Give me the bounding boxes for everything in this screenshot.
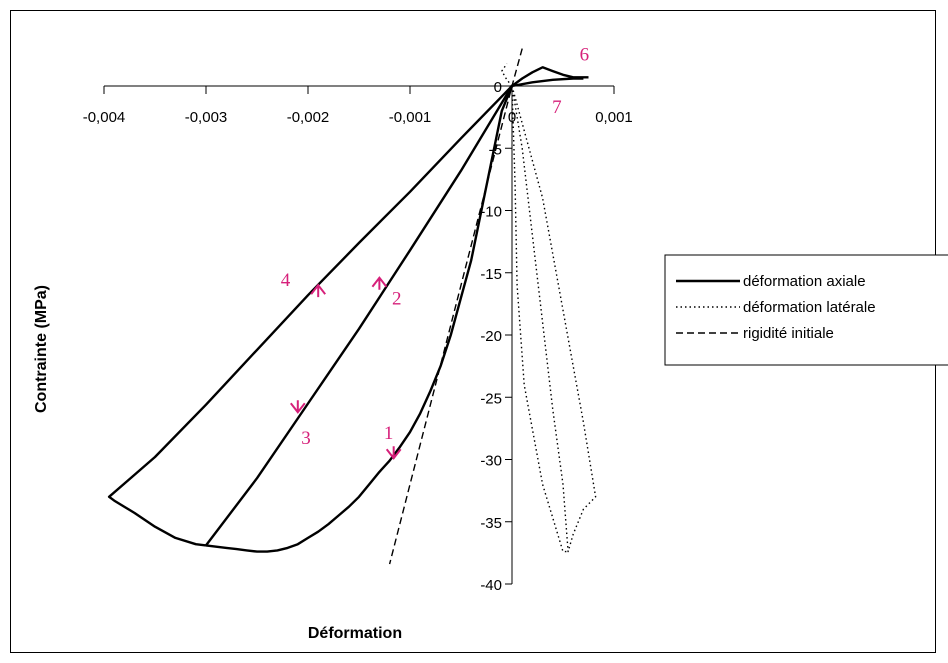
legend-label: déformation axiale [743,273,866,290]
y-tick-label: -25 [480,390,502,407]
axes: -0,004 -0,003 -0,002 -0,001 0 0,0010-5-10-15-… [83,79,633,594]
series-line [107,85,513,547]
x-tick-label: -0,003 [185,109,228,126]
annotation-label-1: 1 [384,423,394,444]
x-tick-label: 0,001 [595,109,633,126]
series-line [511,85,597,553]
direction-arrow-icon [290,400,306,414]
y-tick-label: -35 [480,515,502,532]
y-tick-label: -15 [480,266,502,283]
legend-label: rigidité initiale [743,325,834,342]
series-0 [107,66,589,553]
annotation-label-3: 3 [301,428,311,449]
series-line [511,85,569,553]
series-line [511,77,584,88]
series-line [388,48,523,565]
legend-box [664,254,948,366]
y-tick-label: -30 [480,453,502,470]
series-line [501,63,513,87]
direction-arrow-icon [385,446,402,460]
x-tick-label: -0,004 [83,109,126,126]
x-tick-label: 0 [508,109,516,126]
series-line [205,85,514,547]
annotation-label-6: 6 [580,45,590,66]
y-tick-label: 0 [494,79,502,96]
annotation-label-7: 7 [552,97,562,118]
annotations-layer: 1 2 3 4 6 7 [281,45,590,460]
x-axis-title: Déformation [308,625,402,642]
legend: déformation axiale déformation latérale ri… [664,254,948,366]
series-2 [388,48,523,565]
y-tick-label: -10 [480,204,502,221]
direction-arrow-icon [310,283,326,298]
direction-arrow-icon [371,276,388,290]
x-tick-label: -0,001 [389,109,432,126]
annotation-label-4: 4 [281,270,291,291]
y-axis-title: Contrainte (MPa) [33,285,50,413]
legend-label: déformation latérale [743,299,876,316]
y-tick-label: -20 [480,328,502,345]
y-tick-label: -40 [480,577,502,594]
series-1 [501,63,597,553]
series-line [205,85,514,553]
x-tick-label: -0,002 [287,109,330,126]
annotation-label-2: 2 [392,289,402,310]
series-layer [107,48,597,565]
